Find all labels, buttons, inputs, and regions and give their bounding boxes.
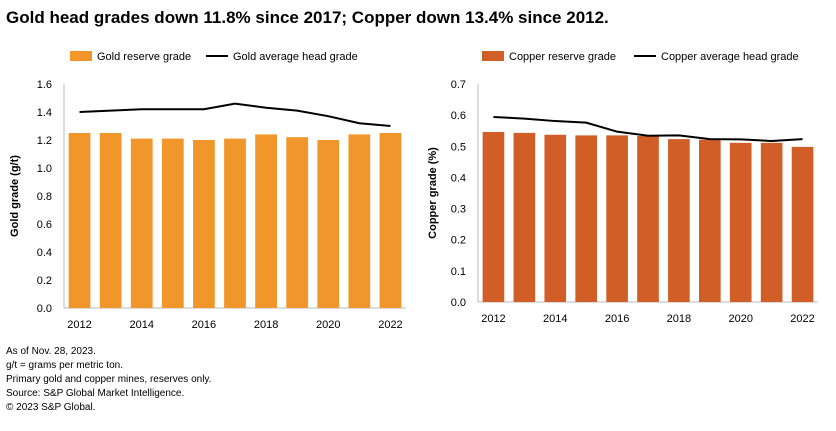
bar [513, 132, 536, 302]
y-tick-label: 0.3 [451, 204, 466, 216]
x-tick-label: 2016 [605, 313, 629, 325]
legend-swatch-bar [482, 51, 504, 61]
x-tick-label: 2018 [254, 319, 278, 331]
note: Primary gold and copper mines, reserves … [6, 374, 212, 385]
bar [637, 136, 659, 302]
legend-label: Gold reserve grade [97, 51, 191, 63]
bar [379, 133, 402, 308]
y-tick-label: 0.1 [451, 266, 466, 278]
y-tick-label: 0.6 [451, 110, 466, 122]
y-tick-label: 1.0 [37, 163, 52, 175]
head-grade-line [493, 116, 803, 142]
x-tick-label: 2022 [790, 313, 814, 325]
x-tick-label: 2012 [67, 319, 91, 331]
bar [317, 140, 340, 308]
bar [286, 137, 309, 308]
bar [68, 133, 91, 308]
x-tick-label: 2016 [192, 319, 216, 331]
bar [255, 134, 277, 308]
bar [729, 142, 752, 302]
y-tick-label: 0.0 [451, 297, 466, 309]
y-tick-label: 0.0 [37, 303, 52, 315]
bar [699, 139, 721, 302]
y-tick-label: 0.4 [37, 247, 52, 259]
x-tick-label: 2012 [481, 313, 505, 325]
y-axis-label: Copper grade (%) [427, 147, 439, 239]
legend-label: Copper average head grade [661, 51, 799, 63]
y-tick-label: 0.4 [451, 172, 466, 184]
head-grade-line [79, 102, 391, 127]
y-tick-label: 0.2 [451, 235, 466, 247]
bar [544, 134, 567, 302]
y-tick-label: 0.2 [37, 275, 52, 287]
y-tick-label: 1.2 [37, 135, 52, 147]
bar [348, 134, 371, 308]
bar [760, 142, 783, 302]
bar [193, 140, 215, 308]
x-tick-label: 2014 [129, 319, 153, 331]
x-tick-label: 2020 [728, 313, 752, 325]
note: © 2023 S&P Global. [6, 402, 96, 413]
bar [224, 138, 246, 308]
note: As of Nov. 28, 2023. [6, 346, 96, 357]
bar [668, 139, 690, 302]
y-tick-label: 1.6 [37, 79, 52, 91]
bar [606, 135, 628, 302]
note: g/t = grams per metric ton. [6, 360, 123, 371]
bar [161, 138, 184, 308]
figure-title: Gold head grades down 11.8% since 2017; … [6, 8, 609, 27]
y-tick-label: 0.8 [37, 191, 52, 203]
note: Source: S&P Global Market Intelligence. [6, 388, 185, 399]
y-tick-label: 0.7 [451, 79, 466, 91]
x-tick-label: 2018 [667, 313, 691, 325]
x-tick-label: 2014 [543, 313, 567, 325]
y-tick-label: 0.6 [37, 219, 52, 231]
footnotes: As of Nov. 28, 2023. g/t = grams per met… [6, 345, 211, 415]
legend-swatch-bar [70, 51, 92, 61]
y-axis-label: Gold grade (g/t) [9, 155, 21, 237]
bar [99, 133, 122, 308]
legend-label: Gold average head grade [233, 51, 358, 63]
bar [791, 146, 814, 302]
bar [130, 138, 153, 308]
y-tick-label: 1.4 [37, 107, 52, 119]
y-tick-label: 0.5 [451, 141, 466, 153]
bar [575, 135, 597, 302]
legend-label: Copper reserve grade [509, 51, 616, 63]
x-tick-label: 2022 [378, 319, 402, 331]
x-tick-label: 2020 [316, 319, 340, 331]
bar [482, 131, 505, 302]
